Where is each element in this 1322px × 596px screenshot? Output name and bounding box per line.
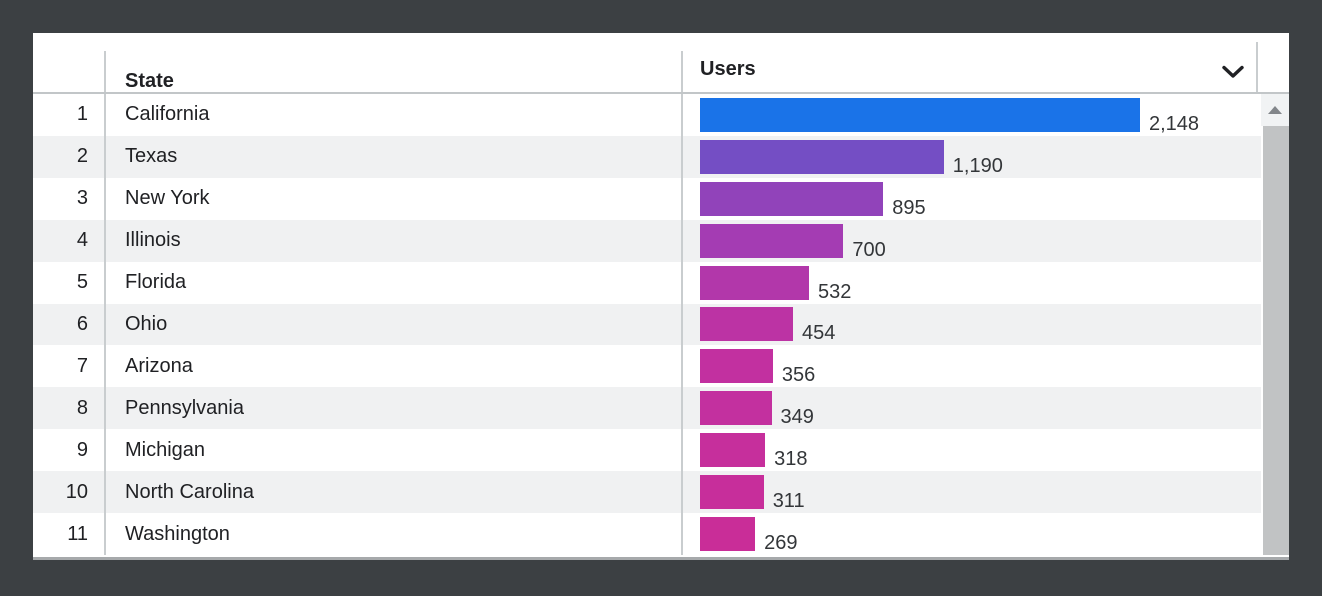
row-state: North Carolina (106, 471, 683, 514)
users-bar (700, 391, 772, 426)
table-body-rows: 1 California 2,148 2 Texas 1,190 3 New Y… (33, 94, 1261, 555)
table-row: 8 Pennsylvania 349 (33, 387, 1261, 430)
row-users-cell: 454 (683, 304, 1261, 346)
scroll-up-button[interactable] (1261, 94, 1289, 126)
users-bar (700, 307, 793, 342)
users-value-label: 532 (818, 280, 852, 303)
users-bar (700, 433, 766, 468)
triangle-up-icon (1268, 106, 1282, 114)
row-rank: 5 (33, 261, 106, 304)
header-divider (1256, 42, 1258, 92)
users-value-label: 311 (772, 490, 805, 513)
users-value-label: 895 (892, 196, 926, 219)
table-row: 9 Michigan 318 (33, 429, 1261, 472)
table-row: 5 Florida 532 (33, 261, 1261, 304)
chevron-down-icon (1221, 65, 1245, 82)
bar-wrap: 311 (700, 475, 805, 513)
row-rank: 9 (33, 429, 106, 472)
row-users-cell: 1,190 (683, 136, 1261, 178)
bar-wrap: 2,148 (700, 97, 1200, 135)
users-value-label: 454 (802, 322, 836, 345)
header-divider (681, 51, 683, 92)
row-state: New York (106, 177, 683, 220)
table-row: 6 Ohio 454 (33, 303, 1261, 346)
row-users-cell: 532 (683, 262, 1261, 304)
row-rank: 1 (33, 94, 106, 136)
row-state: Florida (106, 261, 683, 304)
users-value-label: 2,148 (1149, 112, 1200, 135)
users-value-label: 356 (781, 364, 816, 387)
bar-wrap: 349 (700, 391, 814, 429)
row-state: Ohio (106, 303, 683, 346)
row-state: California (106, 94, 683, 136)
row-users-cell: 311 (683, 471, 1261, 513)
row-state: Pennsylvania (106, 387, 683, 430)
bar-wrap: 318 (700, 433, 808, 471)
row-state: Illinois (106, 219, 683, 262)
scrollbar[interactable] (1261, 94, 1289, 555)
row-users-cell: 700 (683, 220, 1261, 262)
bar-wrap: 269 (700, 517, 798, 555)
row-rank: 7 (33, 345, 106, 388)
row-rank: 4 (33, 219, 106, 262)
row-state: Texas (106, 135, 683, 178)
table-row: 4 Illinois 700 (33, 219, 1261, 262)
row-rank: 8 (33, 387, 106, 430)
table-row: 2 Texas 1,190 (33, 135, 1261, 178)
row-users-cell: 269 (683, 513, 1261, 555)
row-rank: 6 (33, 303, 106, 346)
bar-wrap: 895 (700, 181, 926, 219)
data-table-panel: State Users 1 California 2,148 2 (33, 33, 1289, 560)
row-rank: 3 (33, 177, 106, 220)
bar-wrap: 1,190 (700, 139, 1003, 177)
table-row: 3 New York 895 (33, 177, 1261, 220)
users-value-label: 349 (780, 406, 814, 429)
users-bar (700, 181, 884, 216)
table-row: 7 Arizona 356 (33, 345, 1261, 388)
bar-wrap: 454 (700, 307, 836, 345)
users-bar (700, 265, 809, 300)
table-row: 11 Washington 269 (33, 513, 1261, 555)
collapse-table-button[interactable] (1218, 61, 1248, 85)
row-users-cell: 356 (683, 345, 1261, 387)
row-users-cell: 2,148 (683, 94, 1261, 136)
users-value-label: 700 (852, 238, 886, 261)
users-value-label: 1,190 (952, 154, 1003, 177)
users-bar (700, 349, 773, 384)
table-header-row: State Users (33, 33, 1289, 94)
users-bar (700, 223, 844, 258)
users-column-header[interactable]: Users (683, 58, 1289, 92)
users-bar (700, 475, 764, 510)
users-value-label: 318 (774, 448, 808, 471)
users-column-label: Users (700, 58, 756, 80)
row-users-cell: 318 (683, 429, 1261, 471)
row-rank: 10 (33, 471, 106, 514)
table-body: 1 California 2,148 2 Texas 1,190 3 New Y… (33, 94, 1289, 555)
bar-wrap: 532 (700, 265, 852, 303)
users-bar (700, 517, 756, 552)
scrollbar-thumb[interactable] (1263, 126, 1289, 555)
row-users-cell: 895 (683, 178, 1261, 220)
bar-wrap: 356 (700, 349, 816, 387)
header-divider (104, 51, 106, 92)
table-row: 1 California 2,148 (33, 94, 1261, 136)
bar-wrap: 700 (700, 223, 886, 261)
users-value-label: 269 (764, 532, 798, 555)
row-state: Michigan (106, 429, 683, 472)
users-bar (700, 139, 944, 174)
row-users-cell: 349 (683, 387, 1261, 429)
table-row: 10 North Carolina 311 (33, 471, 1261, 514)
row-state: Washington (106, 513, 683, 555)
users-bar (700, 97, 1140, 132)
row-rank: 2 (33, 135, 106, 178)
row-rank: 11 (33, 513, 106, 555)
state-column-header[interactable]: State (106, 70, 683, 92)
row-state: Arizona (106, 345, 683, 388)
state-column-label: State (125, 70, 174, 92)
